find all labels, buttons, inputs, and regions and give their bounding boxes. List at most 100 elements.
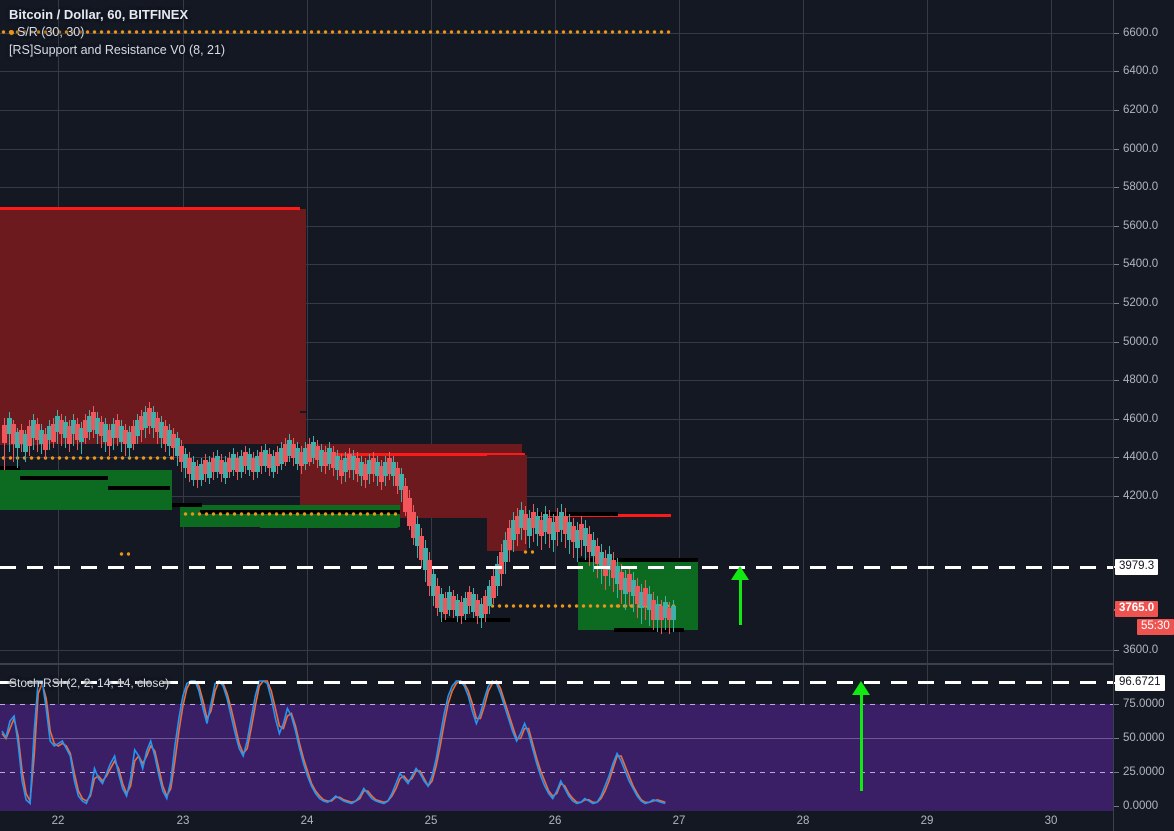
candle — [519, 510, 524, 528]
candle — [535, 516, 540, 534]
candle — [327, 448, 332, 464]
candle — [379, 466, 384, 482]
price-axis[interactable]: 6600.0 6400.0 6200.0 6000.0 5800.0 5600.0 5400… — [1113, 0, 1174, 812]
sr-dotted-level — [118, 552, 130, 556]
support-line — [0, 466, 20, 470]
candle — [115, 420, 120, 438]
candle — [255, 456, 260, 472]
sr-color-swatch — [9, 30, 14, 36]
candle — [307, 444, 312, 462]
rs-indicator-legend[interactable]: [RS]Support and Resistance V0 (8, 21) — [9, 43, 225, 57]
candle — [59, 420, 64, 434]
candle — [295, 448, 300, 464]
candle — [143, 412, 148, 428]
price-tick-label: 6200.0 — [1123, 104, 1159, 116]
candle — [335, 456, 340, 470]
candle — [427, 560, 432, 586]
time-tick-label: 26 — [548, 815, 562, 827]
axis-corner[interactable] — [1113, 811, 1174, 831]
candle — [479, 604, 484, 618]
candle — [239, 456, 244, 472]
time-tick-label: 28 — [796, 815, 810, 827]
overbought-level-line — [0, 704, 1113, 705]
candle — [79, 428, 84, 442]
candle — [67, 426, 72, 444]
candle — [431, 574, 436, 596]
candle — [87, 416, 92, 432]
stoch-tick-label: 25.0000 — [1123, 766, 1165, 778]
candle-wick — [4, 418, 5, 470]
candle — [155, 418, 160, 432]
resistance-zone — [0, 209, 306, 411]
oversold-level-line — [0, 772, 1113, 773]
candle — [659, 606, 664, 620]
candle — [635, 586, 640, 604]
price-tick-label: 6400.0 — [1123, 65, 1159, 77]
candle — [323, 452, 328, 466]
support-line — [578, 558, 698, 562]
candle — [11, 424, 16, 444]
candle — [39, 430, 44, 444]
candle — [631, 580, 636, 596]
candle — [267, 454, 272, 468]
candle — [515, 516, 520, 534]
candle — [559, 512, 564, 530]
stoch-rsi-series — [1, 679, 666, 806]
candle — [83, 420, 88, 438]
stoch-rsi-pane[interactable]: Stoch RSI (2, 2, 14, 14, close) — [0, 665, 1113, 811]
candle — [223, 462, 228, 478]
candle — [167, 430, 172, 446]
candle — [279, 448, 284, 464]
price-tick-label: 4800.0 — [1123, 374, 1159, 386]
candle — [291, 444, 296, 458]
candle — [207, 462, 212, 478]
candle — [595, 546, 600, 564]
candle — [63, 422, 68, 438]
candle — [455, 600, 460, 616]
candle — [231, 454, 236, 470]
candle — [383, 462, 388, 476]
chart-title: Bitcoin / Dollar, 60, BITFINEX — [9, 7, 189, 22]
time-tick-label: 29 — [920, 815, 934, 827]
stoch-value-badge: 96.6721 — [1115, 675, 1165, 691]
candle — [343, 458, 348, 472]
candle — [415, 524, 420, 546]
candle — [459, 602, 464, 616]
candle — [463, 598, 468, 614]
price-pane[interactable]: Bitcoin / Dollar, 60, BITFINEX S/R (30, … — [0, 0, 1113, 663]
candle — [551, 522, 556, 540]
candle — [563, 516, 568, 534]
support-line — [440, 618, 510, 622]
price-tick-label: 6000.0 — [1123, 143, 1159, 155]
candle — [667, 608, 672, 620]
pane-separator[interactable] — [0, 663, 1113, 665]
current-price-line — [0, 566, 1113, 569]
candle — [339, 460, 344, 476]
current-price-badge: 3979.3 — [1115, 559, 1159, 575]
support-line — [538, 512, 618, 516]
candle — [555, 516, 560, 532]
candle — [243, 452, 248, 466]
time-axis[interactable]: 22 23 24 25 26 27 28 29 30 — [0, 811, 1113, 831]
stoch-tick-label: 50.0000 — [1123, 732, 1165, 744]
sr-indicator-legend[interactable]: S/R (30, 30) — [9, 25, 84, 39]
support-line — [108, 486, 170, 490]
candle — [435, 586, 440, 608]
candle — [27, 426, 32, 446]
support-line — [172, 503, 202, 507]
candle — [663, 602, 668, 618]
candle — [359, 462, 364, 476]
candle — [351, 456, 356, 470]
price-tick-label: 5200.0 — [1123, 297, 1159, 309]
candle — [75, 424, 80, 440]
price-tick-label: 5600.0 — [1123, 220, 1159, 232]
stoch-indicator-legend[interactable]: Stoch RSI (2, 2, 14, 14, close) — [9, 676, 169, 690]
candle — [151, 412, 156, 428]
candle — [443, 598, 448, 614]
sr-dotted-level — [522, 550, 534, 554]
candle — [543, 514, 548, 532]
candle — [487, 586, 492, 606]
time-tick-label: 22 — [51, 815, 65, 827]
candle — [567, 522, 572, 540]
